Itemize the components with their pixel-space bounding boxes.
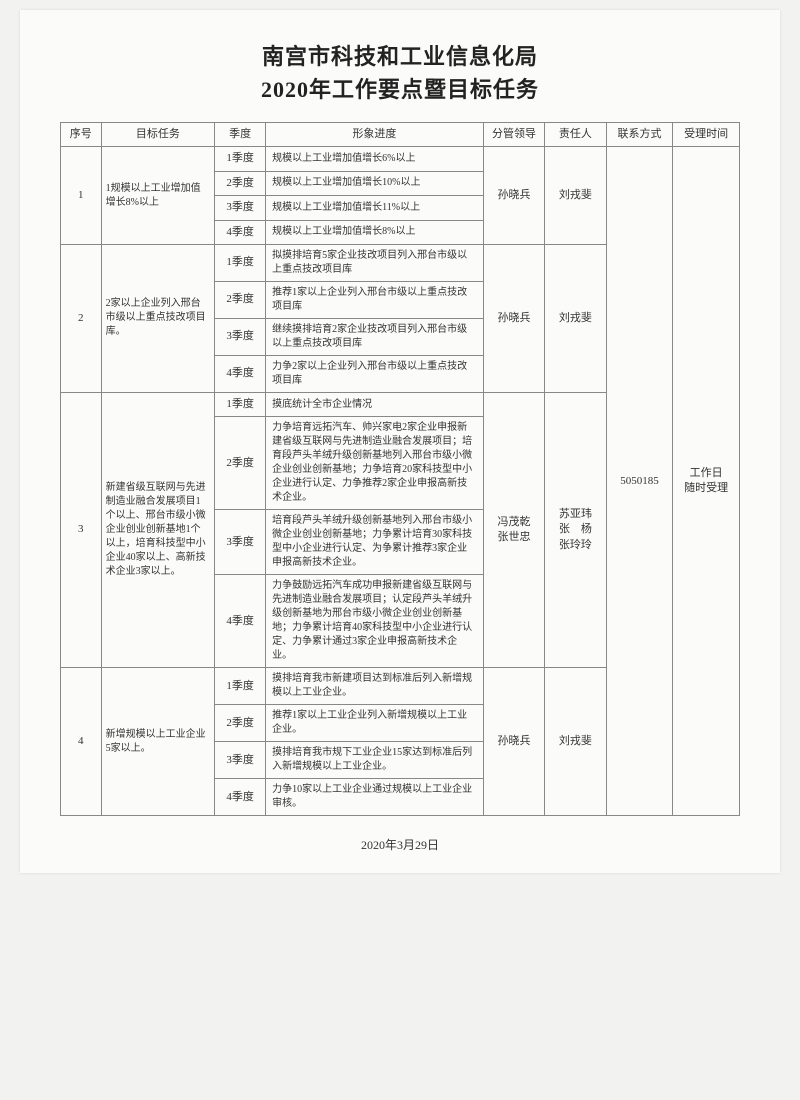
cell-task: 新增规模以上工业企业5家以上。 — [101, 668, 215, 816]
cell-progress: 摸排培育我市新建项目达到标准后列入新增规模以上工业企业。 — [266, 668, 484, 705]
cell-seq: 1 — [61, 147, 102, 245]
cell-quarter: 1季度 — [215, 147, 266, 171]
cell-quarter: 1季度 — [215, 668, 266, 705]
cell-quarter: 2季度 — [215, 281, 266, 318]
cell-responsible: 刘戎斐 — [545, 244, 606, 392]
cell-progress: 摸排培育我市规下工业企业15家达到标准后列入新增规模以上工业企业。 — [266, 742, 484, 779]
cell-quarter: 1季度 — [215, 244, 266, 281]
cell-responsible: 苏亚玮张 杨张玲玲 — [545, 392, 606, 667]
cell-seq: 4 — [61, 668, 102, 816]
cell-quarter: 4季度 — [215, 575, 266, 668]
cell-time: 工作日随时受理 — [673, 147, 740, 816]
cell-progress: 力争2家以上企业列入邢台市级以上重点技改项目库 — [266, 355, 484, 392]
cell-progress: 继续摸排培育2家企业技改项目列入邢台市级以上重点技改项目库 — [266, 318, 484, 355]
document-title: 南宫市科技和工业信息化局 2020年工作要点暨目标任务 — [60, 40, 740, 106]
cell-quarter: 2季度 — [215, 705, 266, 742]
cell-quarter: 4季度 — [215, 779, 266, 816]
cell-progress: 推荐1家以上企业列入邢台市级以上重点技改项目库 — [266, 281, 484, 318]
header-responsible: 责任人 — [545, 123, 606, 147]
cell-quarter: 3季度 — [215, 318, 266, 355]
header-time: 受理时间 — [673, 123, 740, 147]
cell-quarter: 3季度 — [215, 196, 266, 220]
footer-date: 2020年3月29日 — [60, 836, 740, 853]
header-quarter: 季度 — [215, 123, 266, 147]
cell-quarter: 4季度 — [215, 220, 266, 244]
cell-seq: 2 — [61, 244, 102, 392]
cell-progress: 力争10家以上工业企业通过规模以上工业企业审核。 — [266, 779, 484, 816]
header-contact: 联系方式 — [606, 123, 673, 147]
header-seq: 序号 — [61, 123, 102, 147]
cell-task: 2家以上企业列入邢台市级以上重点技改项目库。 — [101, 244, 215, 392]
document-page: 南宫市科技和工业信息化局 2020年工作要点暨目标任务 序号 目标任务 季度 形… — [20, 10, 780, 873]
title-line-2: 2020年工作要点暨目标任务 — [261, 77, 539, 102]
cell-responsible: 刘戎斐 — [545, 668, 606, 816]
cell-progress: 拟摸排培育5家企业技改项目列入邢台市级以上重点技改项目库 — [266, 244, 484, 281]
cell-leader: 孙晓兵 — [483, 147, 544, 245]
cell-quarter: 3季度 — [215, 742, 266, 779]
cell-progress: 规模以上工业增加值增长8%以上 — [266, 220, 484, 244]
cell-progress: 规模以上工业增加值增长11%以上 — [266, 196, 484, 220]
cell-progress: 力争培育远拓汽车、帅兴家电2家企业申报新建省级互联网与先进制造业融合发展项目；培… — [266, 417, 484, 510]
cell-task: 新建省级互联网与先进制造业融合发展项目1个以上、邢台市级小微企业创业创新基地1个… — [101, 392, 215, 667]
cell-seq: 3 — [61, 392, 102, 667]
cell-progress: 规模以上工业增加值增长6%以上 — [266, 147, 484, 171]
cell-quarter: 3季度 — [215, 510, 266, 575]
cell-progress: 力争鼓励远拓汽车成功申报新建省级互联网与先进制造业融合发展项目；认定段芦头羊绒升… — [266, 575, 484, 668]
cell-leader: 孙晓兵 — [483, 244, 544, 392]
header-progress: 形象进度 — [266, 123, 484, 147]
cell-quarter: 2季度 — [215, 417, 266, 510]
cell-contact: 5050185 — [606, 147, 673, 816]
header-task: 目标任务 — [101, 123, 215, 147]
cell-progress: 摸底统计全市企业情况 — [266, 392, 484, 416]
cell-quarter: 2季度 — [215, 171, 266, 195]
title-line-1: 南宫市科技和工业信息化局 — [262, 44, 538, 69]
table-header-row: 序号 目标任务 季度 形象进度 分管领导 责任人 联系方式 受理时间 — [61, 123, 740, 147]
cell-leader: 冯茂乾张世忠 — [483, 392, 544, 667]
table-row: 11规模以上工业增加值增长8%以上1季度规模以上工业增加值增长6%以上孙晓兵刘戎… — [61, 147, 740, 171]
cell-progress: 规模以上工业增加值增长10%以上 — [266, 171, 484, 195]
task-table: 序号 目标任务 季度 形象进度 分管领导 责任人 联系方式 受理时间 11规模以… — [60, 122, 740, 816]
cell-leader: 孙晓兵 — [483, 668, 544, 816]
table-body: 11规模以上工业增加值增长8%以上1季度规模以上工业增加值增长6%以上孙晓兵刘戎… — [61, 147, 740, 816]
cell-responsible: 刘戎斐 — [545, 147, 606, 245]
cell-task: 1规模以上工业增加值增长8%以上 — [101, 147, 215, 245]
cell-progress: 推荐1家以上工业企业列入新增规模以上工业企业。 — [266, 705, 484, 742]
cell-quarter: 1季度 — [215, 392, 266, 416]
cell-progress: 培育段芦头羊绒升级创新基地列入邢台市级小微企业创业创新基地；力争累计培育30家科… — [266, 510, 484, 575]
cell-quarter: 4季度 — [215, 355, 266, 392]
header-leader: 分管领导 — [483, 123, 544, 147]
